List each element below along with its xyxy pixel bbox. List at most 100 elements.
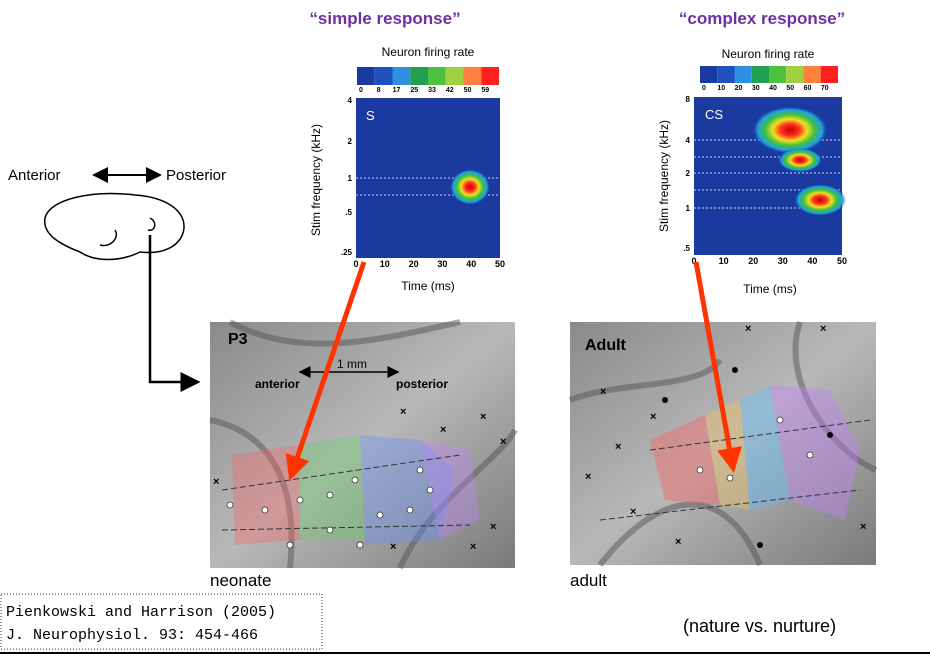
- colorbar-cell: [464, 67, 482, 85]
- y-tick-label: 2: [348, 137, 353, 146]
- colorbar-tick: 20: [735, 85, 743, 92]
- connector-arrow: [150, 235, 198, 382]
- colorbar-tick: 33: [428, 87, 436, 94]
- note: (nature vs. nurture): [683, 616, 836, 636]
- svg-text:×: ×: [820, 323, 826, 335]
- citation-line: J. Neurophysiol. 93: 454-466: [6, 627, 258, 644]
- colorbar-tick: 30: [752, 85, 760, 92]
- colorbar-tick: 50: [786, 85, 794, 92]
- panel-label: CS: [705, 107, 723, 122]
- slide: “simple response” “complex response” Ant…: [0, 0, 930, 656]
- posterior-label: Posterior: [166, 167, 226, 184]
- x-tick-label: 40: [807, 256, 817, 266]
- colorbar-cell: [393, 67, 411, 85]
- colorbar-cell: [717, 66, 734, 83]
- response-blob: [794, 184, 846, 216]
- x-tick-label: 20: [409, 259, 419, 269]
- colorbar-cell: [410, 67, 428, 85]
- title-simple: “simple response”: [309, 9, 460, 28]
- anterior-label: Anterior: [8, 167, 61, 184]
- svg-text:×: ×: [490, 521, 496, 533]
- x-axis-label: Time (ms): [743, 282, 797, 296]
- colorbar-tick: 0: [359, 87, 363, 94]
- colorbar-tick: 10: [717, 85, 725, 92]
- colorbar-tick: 42: [446, 87, 454, 94]
- y-tick-label: .5: [683, 244, 690, 253]
- anterior-label: anterior: [255, 377, 300, 391]
- y-tick-label: .25: [341, 248, 353, 257]
- svg-text:×: ×: [400, 406, 406, 418]
- image-label: Adult: [585, 337, 627, 354]
- response-blob: [752, 106, 828, 154]
- x-tick-label: 0: [353, 259, 358, 269]
- colorbar-cell: [769, 66, 786, 83]
- response-blob: [450, 169, 490, 205]
- svg-text:×: ×: [675, 536, 681, 548]
- page: {"titles": {"simple": "“simple response”…: [0, 0, 930, 661]
- colorbar-cell: [804, 66, 821, 83]
- colorbar-tick: 59: [481, 87, 489, 94]
- colorbar-tick: 8: [377, 87, 381, 94]
- svg-text:×: ×: [600, 386, 606, 398]
- simple-plot: Neuron firing rate S Stim frequency (kHz…: [309, 45, 505, 293]
- y-tick-label: 2: [686, 169, 691, 178]
- panel-label: S: [366, 108, 375, 123]
- y-axis-label: Stim frequency (kHz): [657, 120, 671, 232]
- svg-text:×: ×: [390, 541, 396, 553]
- caption: neonate: [210, 571, 271, 590]
- y-tick-label: 8: [686, 95, 691, 104]
- posterior-label: posterior: [396, 377, 448, 391]
- colorbar-cell: [446, 67, 464, 85]
- title-complex: “complex response”: [679, 9, 845, 28]
- svg-text:×: ×: [630, 506, 636, 518]
- y-axis-label: Stim frequency (kHz): [309, 124, 323, 236]
- y-tick-label: 1: [348, 174, 353, 183]
- x-tick-label: 10: [719, 256, 729, 266]
- colorbar-cell: [700, 66, 717, 83]
- svg-text:×: ×: [650, 411, 656, 423]
- svg-text:×: ×: [213, 476, 219, 488]
- x-tick-label: 20: [748, 256, 758, 266]
- y-tick-label: 4: [348, 96, 353, 105]
- colorbar-tick: 40: [769, 85, 777, 92]
- complex-plot: Neuron firing rate CS Stim frequency (kH…: [657, 47, 847, 296]
- x-tick-label: 40: [466, 259, 476, 269]
- x-tick-label: 50: [495, 259, 505, 269]
- colorbar-cell: [357, 67, 375, 85]
- colorbar-tick: 70: [821, 85, 829, 92]
- response-blob: [778, 148, 822, 172]
- colorbar-cell: [735, 66, 752, 83]
- x-tick-label: 30: [437, 259, 447, 269]
- colorbar-tick: 17: [393, 87, 401, 94]
- colorbar-cell: [821, 66, 838, 83]
- image-label: P3: [228, 331, 248, 348]
- citation-line: Pienkowski and Harrison (2005): [6, 604, 276, 621]
- x-axis-label: Time (ms): [401, 279, 455, 293]
- neonate-image: P3 1 mm anterior posterior × × × × × × × × neon…: [210, 322, 515, 590]
- svg-text:×: ×: [745, 323, 751, 335]
- brain-drawing: [45, 194, 184, 260]
- y-tick-label: .5: [345, 208, 352, 217]
- svg-text:×: ×: [585, 471, 591, 483]
- colorbar-tick: 25: [410, 87, 418, 94]
- colorbar-title: Neuron firing rate: [722, 47, 815, 61]
- svg-text:×: ×: [470, 541, 476, 553]
- colorbar-tick: 50: [464, 87, 472, 94]
- colorbar-tick: 60: [804, 85, 812, 92]
- svg-text:×: ×: [480, 411, 486, 423]
- colorbar-cell: [375, 67, 393, 85]
- x-tick-label: 50: [837, 256, 847, 266]
- scale-label: 1 mm: [337, 357, 367, 371]
- y-tick-label: 1: [686, 204, 691, 213]
- x-tick-label: 10: [380, 259, 390, 269]
- colorbar-tick: 0: [702, 85, 706, 92]
- adult-image: Adult ××××××××× adult: [570, 322, 876, 590]
- x-tick-label: 30: [778, 256, 788, 266]
- colorbar-cell: [786, 66, 803, 83]
- colorbar-cell: [481, 67, 499, 85]
- y-tick-label: 4: [686, 136, 691, 145]
- svg-text:×: ×: [500, 436, 506, 448]
- colorbar-title: Neuron firing rate: [382, 45, 475, 59]
- svg-text:×: ×: [615, 441, 621, 453]
- svg-text:×: ×: [440, 424, 446, 436]
